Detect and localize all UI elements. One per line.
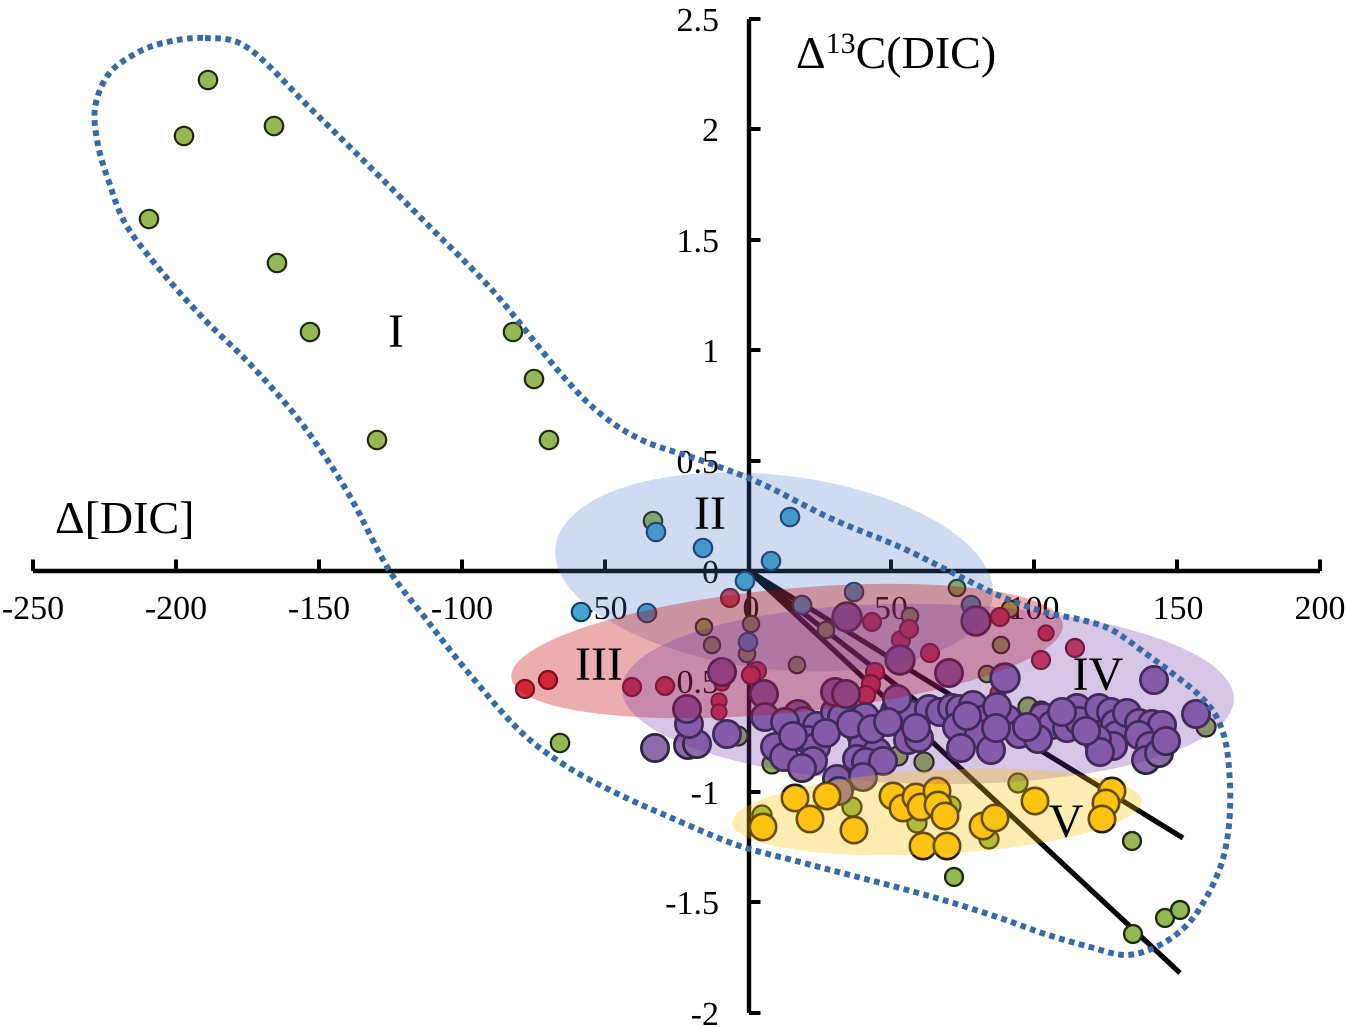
- svg-text:-1.5: -1.5: [665, 885, 719, 922]
- svg-text:-200: -200: [145, 590, 207, 627]
- svg-text:-2: -2: [691, 996, 719, 1028]
- svg-text:1.5: 1.5: [677, 223, 720, 260]
- svg-text:-1: -1: [691, 775, 719, 812]
- svg-text:2.5: 2.5: [677, 2, 720, 39]
- svg-text:2: 2: [702, 112, 719, 149]
- svg-text:150: 150: [1153, 590, 1204, 627]
- svg-text:200: 200: [1295, 590, 1346, 627]
- svg-text:IV: IV: [1073, 648, 1124, 701]
- svg-text:0: 0: [702, 554, 719, 591]
- svg-text:-250: -250: [2, 590, 64, 627]
- svg-text:-150: -150: [288, 590, 350, 627]
- svg-text:I: I: [388, 305, 404, 358]
- svg-text:-100: -100: [431, 590, 493, 627]
- svg-text:Δ[DIC]: Δ[DIC]: [55, 492, 194, 543]
- svg-text:V: V: [1049, 795, 1084, 848]
- svg-text:III: III: [575, 638, 623, 691]
- svg-text:1: 1: [702, 333, 719, 370]
- svg-text:II: II: [694, 487, 726, 540]
